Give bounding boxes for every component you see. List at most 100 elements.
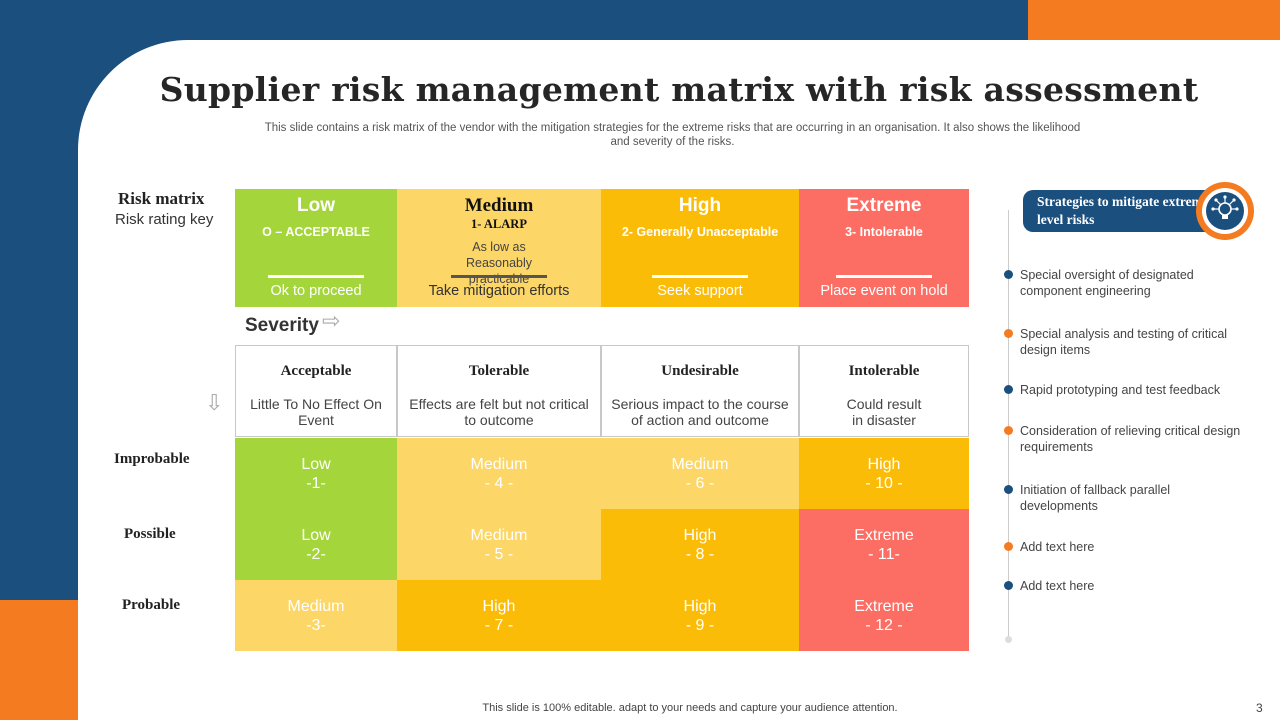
rating-code: 1- ALARP — [471, 217, 527, 231]
divider — [836, 275, 932, 278]
divider — [268, 275, 364, 278]
matrix-cell: Extreme - 11- — [799, 509, 969, 580]
risk-rating-key-label: Risk rating key — [115, 211, 214, 228]
likelihood-improbable: Improbable — [114, 451, 190, 467]
severity-name: Undesirable — [661, 363, 739, 379]
rating-level: Low — [297, 195, 335, 216]
cell-label: Extreme — [854, 598, 914, 615]
accent-bar-left — [0, 600, 78, 720]
matrix-cell: Low -1- — [235, 438, 397, 509]
cell-label: Low — [301, 527, 331, 544]
rating-code: 3- Intolerable — [845, 225, 923, 239]
severity-name: Tolerable — [468, 363, 530, 379]
cell-score: - 6 - — [685, 475, 715, 492]
strategies-title: Strategies to mitigate extreme level ris… — [1023, 190, 1213, 232]
severity-desc: Serious impact to the course of action a… — [611, 396, 789, 428]
matrix-cell: Medium - 4 - — [397, 438, 601, 509]
rating-level: Extreme — [846, 195, 922, 216]
cell-label: Medium — [470, 456, 528, 473]
rating-code: 2- Generally Unacceptable — [621, 225, 779, 239]
severity-acceptable: Acceptable Little To No Effect On Event — [235, 345, 397, 437]
rating-key-high: High 2- Generally Unacceptable Seek supp… — [601, 189, 799, 307]
severity-intolerable: Intolerable Could result in disaster — [799, 345, 969, 437]
matrix-cell: High - 7 - — [397, 580, 601, 651]
lightbulb-network-icon — [1206, 192, 1244, 230]
cell-label: High — [482, 598, 516, 615]
matrix-cell: Extreme - 12 - — [799, 580, 969, 651]
strategy-item: Initiation of fallback parallel developm… — [1020, 483, 1171, 513]
strategy-item: Add text here — [1020, 540, 1095, 554]
timeline-line — [1008, 210, 1009, 640]
cell-score: -2- — [306, 546, 326, 563]
cell-score: -3- — [306, 617, 326, 634]
timeline-end-dot — [1005, 636, 1012, 643]
cell-score: - 5 - — [484, 546, 514, 563]
strategy-item: Rapid prototyping and test feedback — [1020, 383, 1221, 397]
arrow-down-icon: ⇩ — [205, 390, 224, 415]
cell-score: - 11- — [868, 546, 900, 563]
cell-label: Medium — [470, 527, 528, 544]
cell-score: - 9 - — [685, 617, 715, 634]
strategies-badge — [1196, 182, 1254, 240]
cell-score: - 12 - — [865, 617, 903, 634]
severity-name: Acceptable — [280, 363, 352, 379]
strategy-item: Special analysis and testing of critical… — [1020, 327, 1228, 357]
rating-key-medium: Medium 1- ALARP As low as Reasonably pra… — [397, 189, 601, 307]
strategy-item: Add text here — [1020, 579, 1095, 593]
footer-note: This slide is 100% editable. adapt to yo… — [482, 702, 898, 714]
matrix-cell: High - 9 - — [601, 580, 799, 651]
rating-action: Seek support — [657, 283, 743, 299]
cell-label: Medium — [287, 598, 345, 615]
matrix-cell: High - 8 - — [601, 509, 799, 580]
rating-action: Ok to proceed — [270, 283, 362, 299]
rating-key-extreme: Extreme 3- Intolerable Place event on ho… — [799, 189, 969, 307]
cell-label: Medium — [671, 456, 729, 473]
matrix-cell: Medium -3- — [235, 580, 397, 651]
rating-level: High — [678, 195, 722, 216]
cell-score: - 7 - — [484, 617, 514, 634]
rating-action: Place event on hold — [820, 283, 948, 299]
matrix-cell: Low -2- — [235, 509, 397, 580]
cell-score: - 10 - — [865, 475, 903, 492]
cell-label: Low — [301, 456, 331, 473]
slide-subtitle: This slide contains a risk matrix of the… — [264, 122, 1081, 148]
matrix-cell: Medium - 5 - — [397, 509, 601, 580]
divider — [451, 275, 547, 278]
rating-code: O – ACCEPTABLE — [262, 225, 370, 239]
bullet-dot — [1004, 270, 1013, 279]
rating-extra: As low as Reasonably practicable — [465, 240, 532, 286]
cell-label: High — [683, 527, 717, 544]
slide-title: Supplier risk management matrix with ris… — [159, 70, 1199, 109]
strategy-item: Special oversight of designated componen… — [1020, 268, 1194, 298]
risk-matrix-title: Risk matrix — [118, 189, 205, 208]
bullet-dot — [1004, 385, 1013, 394]
cell-label: Extreme — [854, 527, 914, 544]
severity-desc: Little To No Effect On Event — [250, 396, 382, 428]
cell-label: High — [683, 598, 717, 615]
bullet-dot — [1004, 542, 1013, 551]
cell-score: - 8 - — [685, 546, 715, 563]
matrix-cell: High - 10 - — [799, 438, 969, 509]
bullet-dot — [1004, 485, 1013, 494]
cell-score: - 4 - — [484, 475, 514, 492]
likelihood-probable: Probable — [122, 597, 181, 613]
bullet-dot — [1004, 426, 1013, 435]
severity-tolerable: Tolerable Effects are felt but not criti… — [397, 345, 601, 437]
bullet-dot — [1004, 329, 1013, 338]
accent-bar-top — [1028, 0, 1280, 40]
severity-undesirable: Undesirable Serious impact to the course… — [601, 345, 799, 437]
cell-label: High — [867, 456, 901, 473]
strategy-item: Consideration of relieving critical desi… — [1020, 424, 1241, 454]
rating-level: Medium — [464, 195, 534, 216]
page-number: 3 — [1256, 701, 1263, 715]
severity-desc: Effects are felt but not critical to out… — [409, 396, 589, 428]
cell-score: -1- — [306, 475, 326, 492]
severity-label: Severity — [245, 315, 319, 336]
divider — [652, 275, 748, 278]
arrow-right-icon: ⇨ — [322, 308, 341, 333]
matrix-cell: Medium - 6 - — [601, 438, 799, 509]
rating-action: Take mitigation efforts — [428, 283, 570, 299]
severity-name: Intolerable — [848, 363, 920, 379]
bullet-dot — [1004, 581, 1013, 590]
rating-key-low: Low O – ACCEPTABLE Ok to proceed — [235, 189, 397, 307]
